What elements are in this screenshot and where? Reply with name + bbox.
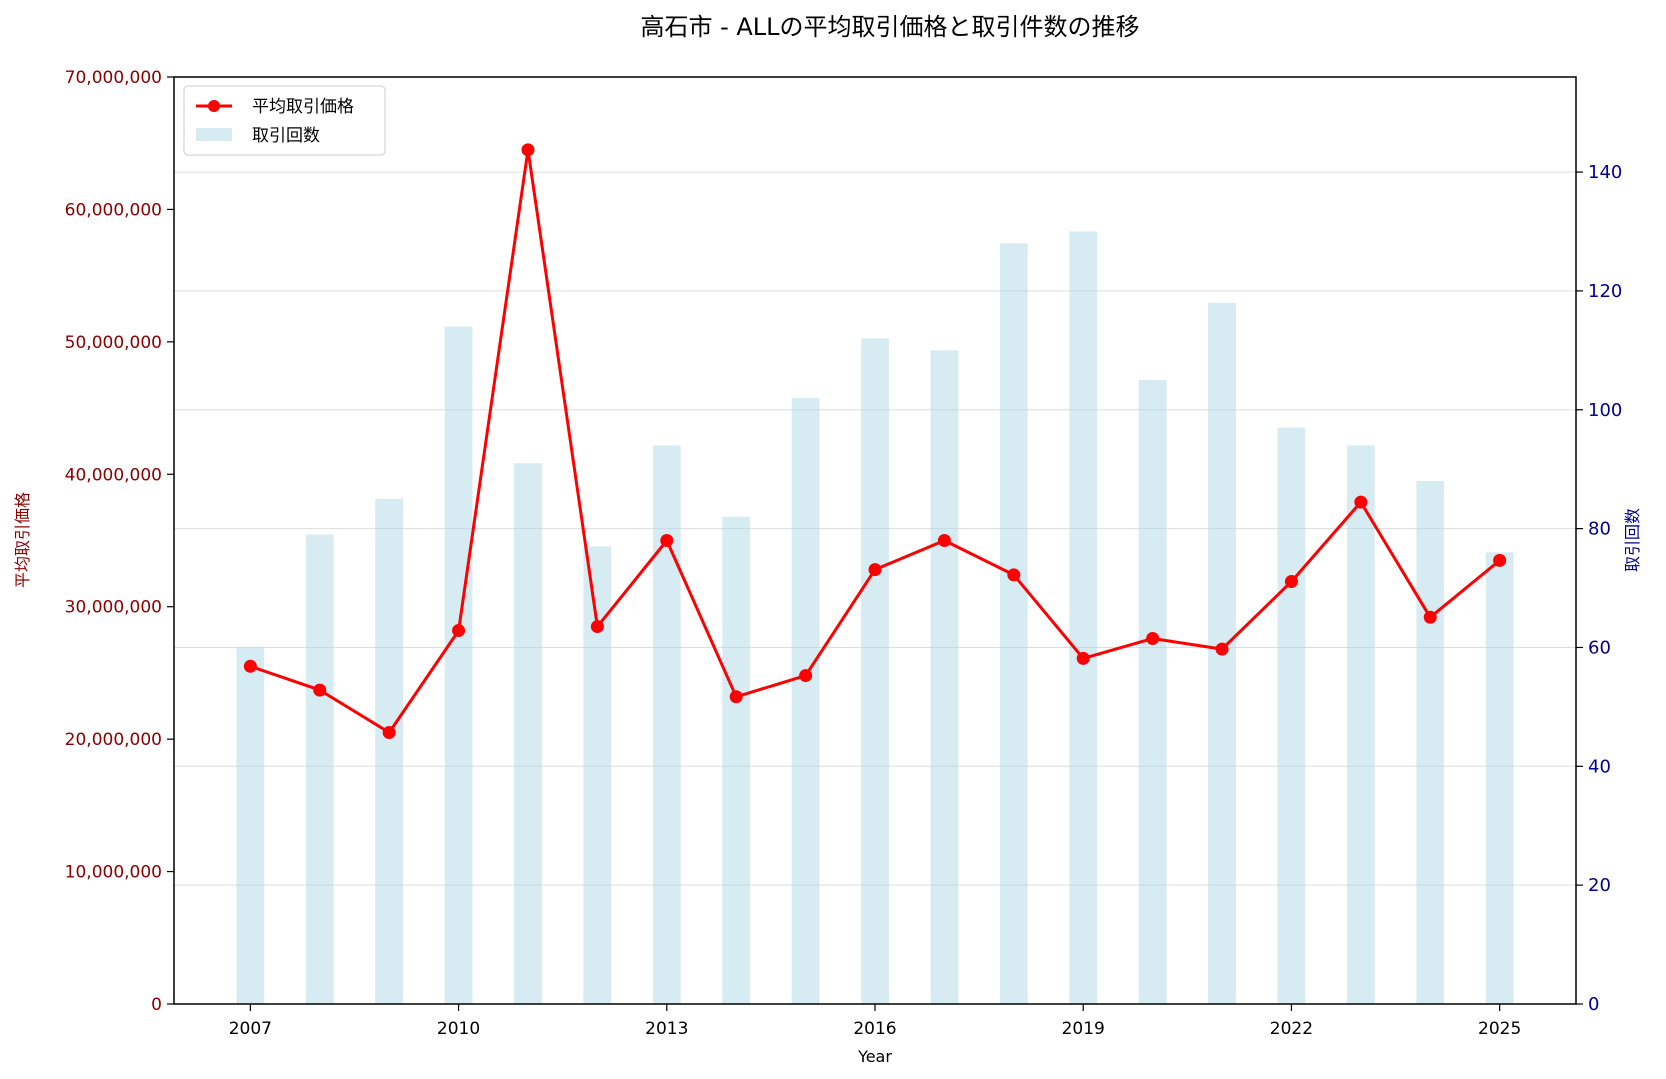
bar-2023 — [1346, 445, 1375, 1004]
point-2024 — [1423, 610, 1437, 624]
bar-2017 — [930, 350, 959, 1004]
chart-title: 高石市 - ALLの平均取引価格と取引件数の推移 — [640, 13, 1139, 41]
point-2007 — [243, 659, 257, 673]
point-2022 — [1284, 575, 1298, 589]
right-tick-label: 60 — [1588, 637, 1611, 658]
right-tick-label: 80 — [1588, 519, 1611, 540]
point-2011 — [521, 143, 535, 157]
bar-2022 — [1277, 427, 1306, 1004]
bar-2007 — [236, 647, 265, 1004]
x-tick-label: 2010 — [437, 1019, 480, 1039]
left-tick-label: 40,000,000 — [65, 465, 162, 485]
point-2025 — [1493, 553, 1507, 567]
point-2019 — [1076, 651, 1090, 665]
point-2010 — [452, 624, 466, 638]
left-axis: 0 10,000,000 20,000,000 30,000,000 40,000,00… — [65, 68, 174, 1015]
right-tick-label: 120 — [1588, 281, 1622, 302]
bar-2015 — [791, 397, 820, 1004]
legend-box — [183, 85, 386, 156]
legend-marker-swatch — [208, 100, 220, 112]
line-series — [243, 143, 1507, 740]
left-tick-label: 0 — [151, 995, 162, 1015]
point-2014 — [729, 690, 743, 704]
point-2012 — [590, 620, 604, 634]
right-tick-label: 40 — [1588, 756, 1611, 777]
x-axis: 2007 2010 2013 2016 2019 2022 2025 — [229, 1004, 1521, 1039]
left-tick-label: 10,000,000 — [65, 863, 162, 883]
legend-bar-swatch — [196, 128, 232, 141]
point-2013 — [660, 534, 674, 547]
left-tick-label: 20,000,000 — [65, 730, 162, 750]
bar-2009 — [375, 498, 404, 1004]
legend: 平均取引価格 取引回数 — [183, 85, 386, 156]
point-2023 — [1354, 495, 1368, 509]
point-2021 — [1215, 642, 1229, 656]
bar-2025 — [1485, 552, 1514, 1004]
point-2016 — [868, 563, 882, 577]
right-tick-label: 0 — [1588, 994, 1599, 1015]
right-axis-label: 取引回数 — [1623, 508, 1642, 572]
left-tick-label: 60,000,000 — [65, 200, 162, 220]
left-tick-label: 70,000,000 — [65, 68, 162, 88]
point-2008 — [313, 683, 327, 697]
right-tick-label: 140 — [1588, 162, 1622, 183]
point-2009 — [382, 726, 396, 740]
bar-2019 — [1069, 231, 1098, 1004]
right-axis: 0 20 40 60 80 100 120 140 — [1576, 162, 1622, 1015]
right-tick-label: 20 — [1588, 875, 1611, 896]
x-tick-label: 2019 — [1062, 1019, 1105, 1039]
bar-2014 — [722, 516, 751, 1004]
left-tick-label: 50,000,000 — [65, 333, 162, 353]
x-tick-label: 2025 — [1478, 1019, 1521, 1039]
left-axis-label: 平均取引価格 — [13, 492, 32, 588]
bar-2016 — [861, 338, 889, 1004]
bar-series — [236, 231, 1514, 1005]
point-2020 — [1146, 631, 1160, 645]
right-tick-label: 100 — [1588, 400, 1622, 421]
legend-label-count: 取引回数 — [252, 126, 320, 146]
point-2018 — [1007, 568, 1021, 582]
bar-2008 — [305, 534, 334, 1004]
left-tick-label: 30,000,000 — [65, 598, 162, 618]
x-tick-label: 2007 — [229, 1019, 272, 1039]
bar-2018 — [999, 243, 1028, 1004]
x-tick-label: 2022 — [1270, 1019, 1313, 1039]
bar-2024 — [1416, 481, 1445, 1005]
legend-label-price: 平均取引価格 — [252, 97, 354, 117]
bar-2010 — [444, 326, 473, 1005]
x-tick-label: 2016 — [853, 1019, 896, 1039]
point-2015 — [799, 669, 813, 683]
bar-2020 — [1138, 380, 1167, 1004]
bar-2011 — [514, 463, 542, 1004]
x-tick-label: 2013 — [645, 1019, 688, 1039]
bar-2013 — [652, 445, 681, 1004]
point-2017 — [937, 534, 951, 547]
x-axis-label: Year — [857, 1047, 892, 1066]
